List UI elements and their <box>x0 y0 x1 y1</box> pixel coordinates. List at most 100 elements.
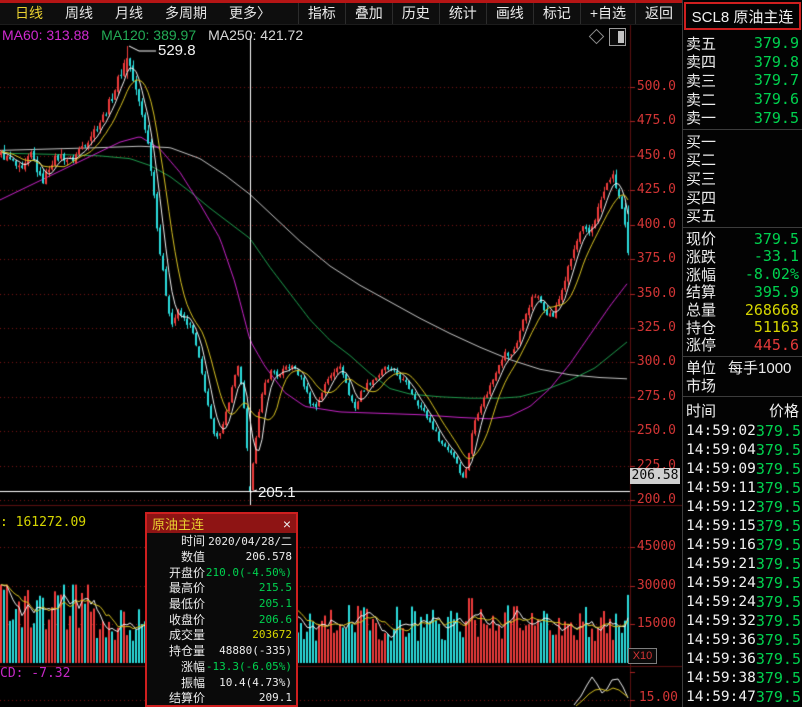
bid-row-3[interactable]: 买三 <box>683 169 802 188</box>
popup-close-label: 收盘价 <box>168 612 205 627</box>
ask-row-4-value: 379.8 <box>753 52 799 71</box>
bid-row-1[interactable]: 买一 <box>683 132 802 151</box>
trade-row-2: 14:59:04 379.5 <box>683 440 802 459</box>
menu-overlay[interactable]: 叠加 <box>344 3 392 24</box>
trade-time: 14:59:24 <box>686 593 756 610</box>
trade-price: 379.5 <box>755 630 801 649</box>
price-axis-tick: 350.0 <box>636 285 676 301</box>
popup-low-label: 最低价 <box>168 597 205 612</box>
divider <box>683 128 802 130</box>
popup-amplitude-label: 振幅 <box>180 675 205 690</box>
trade-time: 14:59:02 <box>686 422 756 439</box>
menu-back[interactable]: 返回 <box>635 3 682 24</box>
trade-row-11: 14:59:32 379.5 <box>683 611 802 630</box>
divider <box>683 226 802 228</box>
settlement: 结算 395.9 <box>683 283 802 301</box>
ask-row-1[interactable]: 卖一 379.5 <box>683 108 802 127</box>
trade-row-6: 14:59:15 379.5 <box>683 516 802 535</box>
tab-daily[interactable]: 日线 <box>15 5 43 21</box>
chart-style-icon[interactable] <box>609 28 626 46</box>
last-price: 现价 379.5 <box>683 230 802 248</box>
trade-time: 14:59:12 <box>686 498 756 515</box>
trades-header: 时间 价格 <box>683 399 802 421</box>
tab-more[interactable]: 更多〉 <box>229 5 271 21</box>
trade-row-14: 14:59:38 379.5 <box>683 668 802 687</box>
toolbar-menu: 指标 叠加 历史 统计 画线 标记 +自选 返回 <box>297 3 682 24</box>
change-label: 涨跌 <box>686 248 717 266</box>
crosshair-price-tag: 206.58 <box>630 468 680 484</box>
candle-detail-popup[interactable]: 原油主连 × 时间 2020/04/28/二 数值 206.578 开盘价 210.0(-… <box>145 512 298 707</box>
trade-row-13: 14:59:36 379.5 <box>683 649 802 668</box>
popup-row-high: 最高价 215.5 <box>147 580 296 596</box>
popup-settlement-value: 209.1 <box>258 691 292 705</box>
unit: 单位 每手1000 <box>683 359 802 377</box>
settlement-label: 结算 <box>686 284 717 301</box>
price-axis-tick: 250.0 <box>636 423 676 439</box>
total-volume: 总量 268668 <box>683 301 802 319</box>
close-icon[interactable]: × <box>282 515 291 532</box>
bid-row-4[interactable]: 买四 <box>683 188 802 207</box>
ma250-legend: MA250: 421.72 <box>208 27 304 43</box>
bid-row-5-label: 买五 <box>686 208 717 225</box>
trade-price: 379.5 <box>755 668 801 687</box>
ask-row-2[interactable]: 卖二 379.6 <box>683 90 802 108</box>
bid-row-2-label: 买二 <box>686 152 717 170</box>
ask-row-5[interactable]: 卖五 379.9 <box>683 34 802 52</box>
volume-multiplier-badge[interactable]: X10 <box>628 648 657 664</box>
ask-row-4[interactable]: 卖四 379.8 <box>683 52 802 72</box>
popup-high-label: 最高价 <box>168 581 205 596</box>
settlement-value: 395.9 <box>753 283 799 301</box>
trade-time: 14:59:36 <box>686 650 756 667</box>
ask-row-3-label: 卖三 <box>686 72 717 90</box>
popup-titlebar[interactable]: 原油主连 × <box>147 514 296 533</box>
trade-time: 14:59:47 <box>686 688 756 705</box>
ask-row-1-label: 卖一 <box>686 110 717 127</box>
unit-label: 单位 <box>686 360 717 377</box>
ask-row-4-label: 卖四 <box>686 54 717 72</box>
volume-indicator-label: : 161272.09 <box>0 515 87 530</box>
tab-weekly[interactable]: 周线 <box>65 5 93 21</box>
tab-monthly[interactable]: 月线 <box>115 5 143 21</box>
menu-add-watchlist[interactable]: +自选 <box>579 3 635 24</box>
change-value: -33.1 <box>753 247 799 266</box>
chart-style-icon-fill <box>618 31 624 43</box>
open-interest-value: 51163 <box>753 318 799 337</box>
menu-statistics[interactable]: 统计 <box>438 3 486 24</box>
candlestick-canvas[interactable] <box>0 0 682 707</box>
ask-row-1-value: 379.5 <box>753 108 799 127</box>
menu-history[interactable]: 历史 <box>391 3 439 24</box>
popup-settlement-label: 结算价 <box>168 691 205 706</box>
trade-time: 14:59:36 <box>686 631 756 648</box>
menu-draw-line[interactable]: 画线 <box>485 3 533 24</box>
tab-multi-period[interactable]: 多周期 <box>165 5 207 21</box>
trade-price: 379.5 <box>755 459 801 478</box>
chart-area[interactable]: MA60: 313.88 MA120: 389.97 MA250: 421.72 5… <box>0 0 682 707</box>
popup-close-value: 206.6 <box>258 612 292 626</box>
peak-price-label: 529.8 <box>158 42 196 59</box>
popup-row-open: 开盘价 210.0(-4.50%) <box>147 564 296 580</box>
popup-volume-value: 203672 <box>252 628 292 642</box>
popup-row-volume: 成交量 203672 <box>147 627 296 643</box>
popup-high-value: 215.5 <box>258 581 292 595</box>
bid-row-2[interactable]: 买二 <box>683 151 802 170</box>
trade-time: 14:59:11 <box>686 479 756 496</box>
trade-row-7: 14:59:16 379.5 <box>683 535 802 554</box>
popup-open-value: 210.0(-4.50%) <box>205 565 292 579</box>
total-volume-value: 268668 <box>744 300 799 319</box>
change-pct-label: 涨幅 <box>686 266 717 283</box>
popup-row-change: 涨幅 -13.3(-6.05%) <box>147 659 296 675</box>
trade-row-10: 14:59:24 379.5 <box>683 592 802 611</box>
popup-row-value: 数值 206.578 <box>147 549 296 565</box>
ask-row-3[interactable]: 卖三 379.7 <box>683 71 802 90</box>
trade-time: 14:59:09 <box>686 460 756 477</box>
bid-row-5[interactable]: 买五 <box>683 206 802 225</box>
menu-indicator[interactable]: 指标 <box>297 3 345 24</box>
ask-levels: 卖五 379.9 卖四 379.8 卖三 379.7 卖二 379.6 卖一 379.5 <box>683 34 802 127</box>
last-price-value: 379.5 <box>753 229 799 248</box>
trades-time-header: 时间 <box>686 402 717 420</box>
price-axis-tick: 400.0 <box>636 216 676 232</box>
menu-mark[interactable]: 标记 <box>532 3 580 24</box>
popup-time-value: 2020/04/28/二 <box>208 534 292 548</box>
change-pct-value: -8.02% <box>744 265 799 283</box>
symbol-title[interactable]: SCL8 原油主连 <box>684 2 801 30</box>
